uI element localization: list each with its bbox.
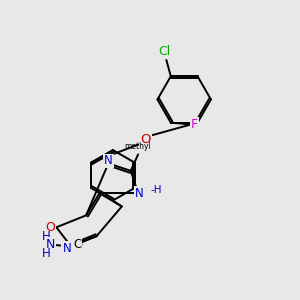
Text: F: F	[191, 118, 198, 130]
Text: N: N	[135, 187, 144, 200]
Text: Cl: Cl	[159, 45, 171, 58]
Text: H: H	[42, 230, 51, 243]
Text: N: N	[62, 242, 71, 255]
Text: N: N	[104, 154, 113, 167]
Text: methyl: methyl	[125, 142, 152, 151]
Text: -H: -H	[151, 184, 162, 194]
Text: H: H	[42, 247, 51, 260]
Text: O: O	[45, 221, 55, 234]
Text: N: N	[46, 238, 55, 251]
Text: O: O	[140, 133, 151, 146]
Text: C: C	[73, 238, 81, 251]
